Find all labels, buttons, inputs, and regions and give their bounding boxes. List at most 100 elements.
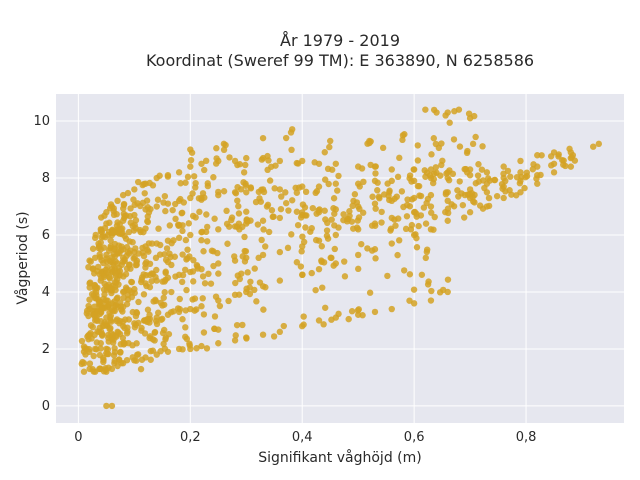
data-point	[115, 356, 123, 363]
data-point	[378, 219, 385, 226]
data-point	[403, 213, 411, 220]
y-axis-ticks: 0 2 4 6 8 10	[33, 114, 50, 414]
data-point	[187, 163, 194, 170]
data-point	[132, 262, 140, 269]
data-point	[115, 264, 123, 272]
data-point	[483, 169, 491, 176]
data-point	[141, 190, 148, 197]
data-point	[89, 245, 97, 252]
data-point	[294, 221, 302, 229]
data-point	[340, 211, 347, 218]
data-point	[234, 197, 241, 204]
data-point	[472, 133, 479, 141]
data-point	[446, 119, 453, 126]
data-point	[146, 271, 154, 279]
data-point	[366, 289, 374, 296]
data-point	[444, 205, 452, 212]
data-point	[86, 296, 93, 303]
data-point	[432, 164, 440, 171]
data-point	[130, 196, 137, 203]
data-point	[131, 254, 138, 261]
data-point	[454, 187, 461, 194]
data-point	[189, 190, 196, 197]
data-point	[368, 247, 376, 254]
data-point	[105, 281, 112, 288]
data-point	[226, 154, 233, 161]
data-point	[414, 157, 422, 164]
data-point	[177, 180, 184, 187]
data-point	[107, 316, 114, 324]
data-point	[95, 242, 103, 250]
data-point	[97, 345, 104, 352]
data-point	[117, 247, 125, 254]
data-point	[400, 267, 408, 274]
data-point	[469, 140, 477, 148]
data-point	[300, 313, 307, 320]
data-point	[129, 308, 136, 316]
data-point	[117, 340, 125, 348]
data-point	[562, 162, 569, 170]
data-point	[315, 265, 323, 273]
data-point	[246, 284, 253, 291]
data-point	[198, 228, 206, 236]
data-point	[179, 316, 186, 323]
data-point	[146, 283, 154, 291]
data-point	[210, 262, 217, 270]
data-point	[321, 176, 329, 183]
y-axis-label: Vågperiod (s)	[14, 211, 31, 304]
data-point	[264, 166, 271, 174]
data-point	[332, 160, 340, 167]
data-point	[101, 273, 108, 281]
data-point	[119, 334, 127, 342]
data-point	[192, 179, 199, 187]
data-point	[251, 265, 258, 272]
data-point	[404, 196, 411, 203]
data-point	[471, 112, 478, 120]
data-point	[145, 240, 153, 247]
data-point	[465, 110, 473, 117]
data-point	[175, 234, 183, 242]
data-point	[242, 161, 249, 169]
data-point	[428, 287, 435, 295]
data-point	[312, 286, 319, 294]
data-point	[356, 183, 363, 190]
data-point	[112, 270, 119, 277]
data-point	[143, 197, 151, 204]
data-point	[272, 162, 279, 169]
data-point	[158, 316, 165, 323]
data-point	[103, 350, 110, 357]
data-point	[280, 322, 288, 330]
data-point	[194, 265, 201, 272]
data-point	[234, 161, 241, 169]
data-point	[178, 278, 186, 286]
data-point	[355, 265, 362, 273]
data-point	[412, 231, 419, 238]
data-point	[160, 294, 167, 301]
data-point	[106, 325, 113, 333]
data-point	[254, 221, 262, 228]
data-point	[246, 290, 254, 298]
data-point	[101, 212, 108, 219]
data-point	[367, 161, 374, 169]
y-tick-label: 0	[42, 399, 50, 414]
data-point	[139, 181, 146, 189]
data-point	[459, 201, 467, 209]
data-point	[92, 231, 99, 239]
data-point	[328, 166, 336, 173]
data-point	[176, 295, 183, 303]
data-point	[79, 358, 86, 366]
data-point	[96, 251, 103, 258]
data-point	[186, 342, 193, 349]
data-point	[190, 278, 197, 285]
data-point	[124, 189, 132, 197]
data-point	[422, 220, 430, 227]
data-point	[88, 290, 96, 298]
data-point	[110, 228, 117, 235]
data-point	[394, 173, 402, 181]
data-point	[455, 193, 462, 200]
data-point	[112, 286, 119, 294]
data-point	[232, 279, 239, 287]
data-point	[243, 335, 250, 342]
data-point	[100, 259, 107, 267]
data-point	[384, 180, 391, 187]
